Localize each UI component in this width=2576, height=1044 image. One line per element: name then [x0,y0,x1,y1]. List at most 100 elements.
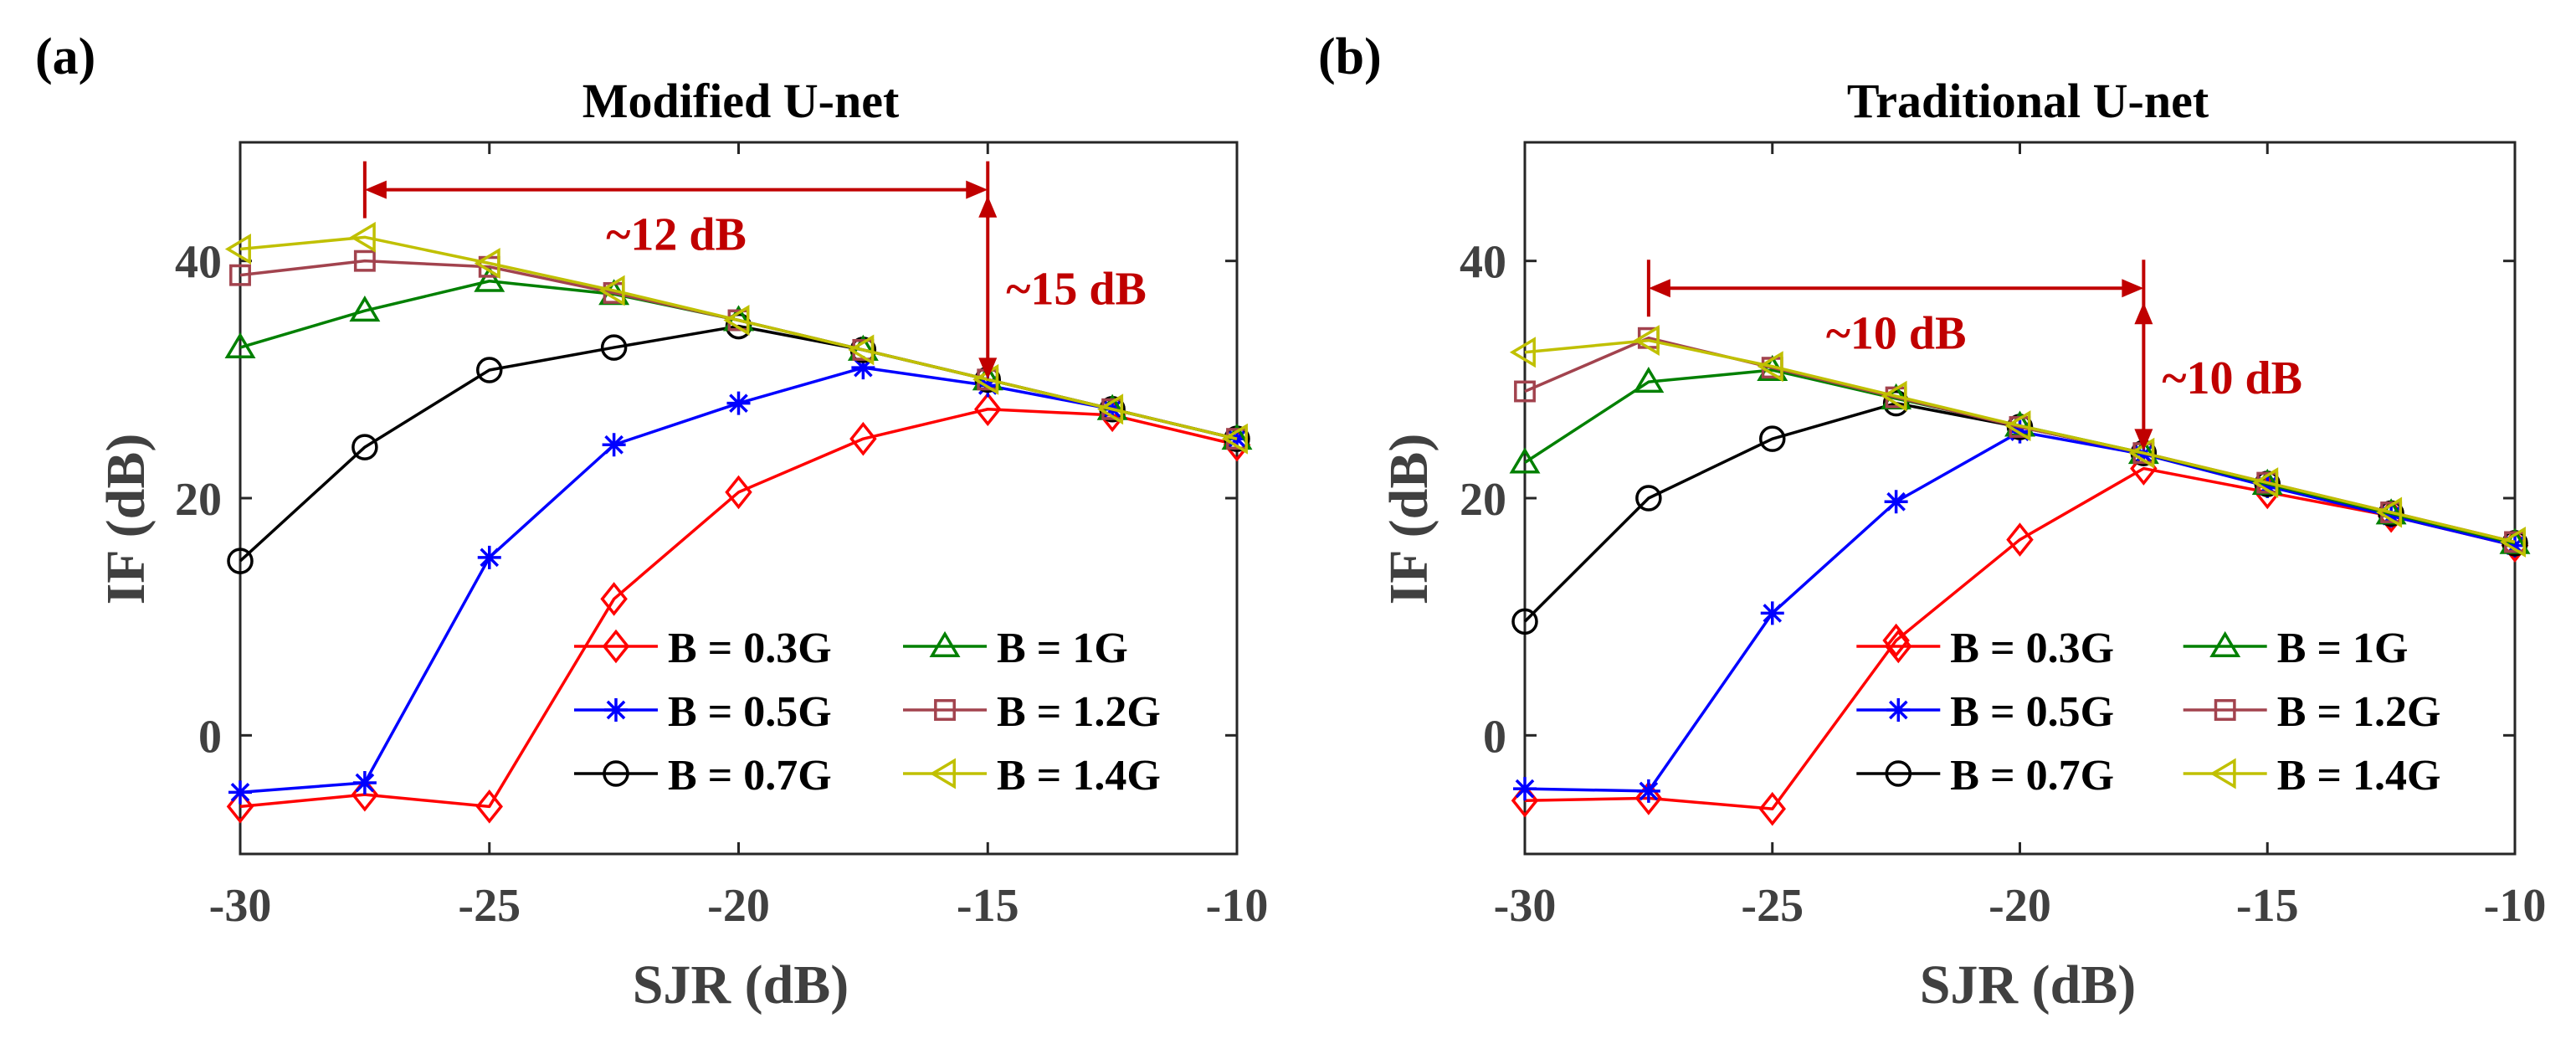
data-point [477,545,501,569]
data-point [2004,410,2031,442]
data-point [1514,380,1536,403]
data-point [349,296,381,322]
legend-label: B = 1G [997,625,1128,672]
series [1509,325,2526,558]
legend-marker [2214,699,2236,721]
data-point [1221,423,1248,455]
series-line [239,408,1238,809]
legend-marker [603,698,628,722]
data-point [1633,367,1665,393]
data-point [974,392,1002,427]
data-point [2252,467,2279,499]
series-line [239,235,1238,440]
data-point [1882,623,1910,658]
arrow-head [966,180,988,199]
data-point [600,334,628,361]
legend-marker [1885,760,1912,787]
data-point [224,234,251,265]
legend-label: B = 1.2G [2277,688,2441,736]
data-point [598,275,625,306]
y-tick-label: 20 [1460,474,1506,526]
data-point [2379,504,2404,528]
data-point [1881,380,1907,412]
data-point [224,332,256,359]
data-point [848,334,875,366]
data-point [851,356,875,380]
annotation: ~12 dB [362,161,990,261]
x-tick-label: -20 [707,880,770,932]
data-point [2255,474,2280,498]
data-point [1097,393,1124,425]
legend-label: B = 0.7G [1950,752,2114,800]
arrow-head [364,180,387,199]
x-tick-label: -10 [1206,880,1269,932]
panel-label: (b) [1318,28,1382,85]
data-point [1884,490,1908,514]
legend-label: B = 1.4G [2277,752,2441,800]
legend-label: B = 0.7G [668,752,832,800]
legend-marker [1885,629,1912,664]
data-point [723,305,750,336]
y-tick-label: 40 [1460,237,1506,289]
legend-marker [934,699,956,721]
chart-title: Traditional U-net [1847,74,2209,128]
data-point [474,248,500,279]
legend-marker [2209,758,2236,789]
data-point [1225,427,1249,451]
y-axis-label: IF (dB) [1378,434,1439,605]
data-point [1633,325,1660,357]
legend-label: B = 1G [2277,625,2409,672]
data-point [1759,425,1786,452]
legend-label: B = 0.3G [1950,625,2114,672]
legend-entry: B = 1.2G [903,688,1161,736]
legend-marker [603,760,629,787]
legend-entry: B = 0.7G [1856,752,2114,800]
data-point [353,249,376,272]
annotation-label: ~10 dB [1826,307,1967,359]
data-point [1635,485,1662,512]
legend-label: B = 1.4G [997,752,1161,800]
data-point [475,789,503,824]
data-point [1511,608,1538,635]
legend-entry: B = 0.5G [1856,688,2114,736]
data-point [2006,522,2034,557]
series-line [1524,338,2516,544]
x-tick-label: -25 [458,880,521,932]
legend-label: B = 1.2G [997,688,1161,736]
y-axis-label: IF (dB) [95,434,157,605]
annotation: ~10 dB [1646,260,2146,359]
data-point [349,221,376,253]
plot-area: -30 -25 -20 -15 -10 0 20 40 ~12 dB ~15 dB [175,141,1269,932]
data-point [1757,351,1783,383]
data-point [229,264,251,286]
x-tick-label: -10 [2484,880,2547,932]
data-point [227,548,254,574]
data-point [476,357,503,383]
data-point [2499,526,2526,558]
legend-entry: B = 0.3G [573,625,832,672]
arrow-head [1648,279,1670,298]
legend-entry: B = 0.7G [573,752,832,800]
legend-entry: B = 1G [903,625,1128,672]
legend-marker [602,629,630,664]
annotation-label: ~15 dB [1006,264,1147,316]
data-point [600,582,628,616]
data-point [1636,779,1660,803]
x-tick-label: -30 [209,880,272,932]
x-axis-label: SJR (dB) [633,954,849,1016]
data-point [849,421,877,456]
data-point [725,475,752,510]
legend-entry: B = 0.3G [1856,625,2114,672]
y-tick-label: 0 [1483,711,1506,763]
legend-entry: B = 1G [2183,625,2409,672]
data-point [352,434,378,460]
y-tick-label: 0 [198,711,222,763]
data-point [226,789,254,824]
data-point [1509,337,1536,368]
arrow-head [978,357,998,380]
y-tick-label: 40 [175,237,222,289]
series-line [1524,466,2516,810]
data-point [1758,791,1786,826]
arrow-head [978,195,998,218]
